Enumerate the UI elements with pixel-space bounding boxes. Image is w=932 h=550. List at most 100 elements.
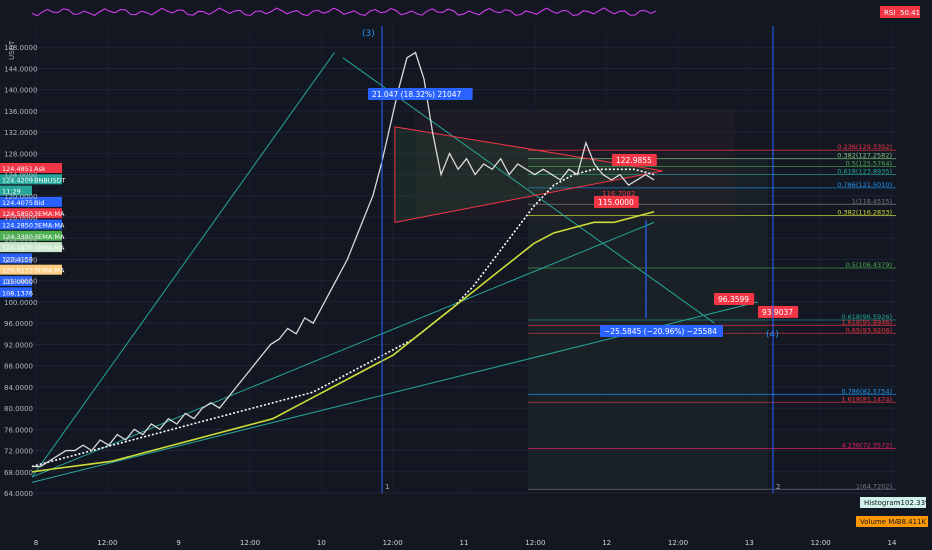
hidden-price-label: 116.7082	[602, 190, 635, 198]
fib-level-label: 0.65(93.9206)	[846, 326, 892, 334]
fib-level-label: 1.618(95.8946)	[841, 318, 892, 326]
price-tag-name: BNBUSDT	[34, 176, 66, 184]
fib-level-label: 0.786(121.5010)	[837, 181, 892, 189]
price-tag-bg	[0, 242, 62, 253]
trendline	[31, 221, 655, 478]
y-tick-label: 68.0000	[4, 469, 33, 477]
price-tag-name: 3EMA:MA	[34, 244, 65, 252]
fib-level-label: 0.382(116.2833)	[837, 208, 892, 216]
y-tick-label: 128.0000	[4, 150, 37, 158]
target-1-label-bg	[714, 293, 755, 305]
price-tag-value: 124.4075	[2, 199, 33, 207]
y-tick-label: 116.0000	[4, 214, 37, 222]
y-tick-label: 112.0000	[4, 235, 37, 243]
target-2-label: 93.9037	[762, 308, 793, 317]
rsi-badge	[880, 6, 920, 18]
price-tag-value: 120.6133	[2, 267, 33, 275]
price-tag-name: 3EMA:MA	[34, 267, 65, 275]
fib-level-label: 1(64.7202)	[856, 482, 892, 490]
price-tag-value: 124.1870	[2, 244, 33, 252]
y-tick-label: 64.0000	[4, 490, 33, 498]
x-tick-label: 12:00	[240, 539, 260, 547]
price-tag-name: Ask	[34, 165, 46, 173]
price-line	[32, 51, 655, 468]
target-2-label-bg	[758, 306, 799, 318]
price-tag-value: 122.4159	[2, 255, 33, 263]
current-price-label-bg	[612, 154, 657, 166]
price-tag-value: 115.0000	[2, 278, 33, 286]
fib-level-label: 1(118.4515)	[852, 197, 892, 205]
measure-down-label: −25.5845 (−20.96%) −25584	[604, 327, 717, 336]
fib-level-label: 0.786(82.5754)	[841, 387, 892, 395]
rsi-line	[31, 7, 657, 17]
y-tick-label: 148.0000	[4, 44, 37, 52]
triangle-pattern	[394, 126, 663, 223]
x-tick-label: 12:00	[383, 539, 403, 547]
price-tag-bg	[0, 253, 32, 264]
price-unit-label: USDT	[8, 40, 16, 60]
fib-level-label: 0.618(123.8935)	[837, 168, 892, 176]
fib-level-label: 4.236(72.3572)	[841, 441, 892, 449]
y-tick-label: 120.0000	[4, 193, 37, 201]
x-tick-label: 9	[176, 539, 180, 547]
support-label-bg	[594, 196, 639, 208]
x-tick-label: 10	[317, 539, 326, 547]
measure-up-label: 21.047 (18.32%) 21047	[372, 90, 462, 99]
axis-ticks: 64.0000 68.0000 72.0000 76.0000 80.0000 84.00…	[4, 44, 897, 547]
fib-levels: 0.236(129.3392)0.382(127.2582)0.5(125.57…	[528, 143, 896, 490]
y-tick-label: 80.0000	[4, 405, 33, 413]
volume-value: 38.411K	[897, 518, 926, 526]
x-tick-label: 12:00	[97, 539, 117, 547]
x-tick-label: 12	[602, 539, 611, 547]
price-tag-bg	[0, 196, 62, 207]
y-tick-label: 92.0000	[4, 341, 33, 349]
rsi-label: RSI	[884, 9, 895, 17]
fib-level-label: 0.5(125.5764)	[846, 160, 892, 168]
y-tick-label: 132.0000	[4, 129, 37, 137]
rsi-value: 50.41	[900, 9, 920, 17]
support-label: 115.0000	[598, 198, 634, 207]
annotations: (3) (4) 21.047 (18.32%) 21047 −25.5845 (−20…	[0, 26, 799, 493]
price-tag-name: 3EMA:MA	[34, 233, 65, 241]
fib-level-label: 0.618(96.5926)	[841, 313, 892, 321]
trendline	[342, 57, 715, 324]
price-tag-value: 124.3380	[2, 233, 33, 241]
moving-average-line	[31, 210, 655, 473]
rsi-panel	[32, 0, 896, 24]
price-tag-bg	[0, 219, 62, 230]
price-tag-bg	[0, 276, 32, 286]
y-tick-label: 76.0000	[4, 426, 33, 434]
fib-level-label: 0.236(129.3392)	[837, 143, 892, 151]
moving-averages	[31, 168, 655, 473]
price-tag-bg	[0, 287, 32, 298]
histogram-label: Histogram	[864, 499, 900, 507]
grid-lines	[32, 26, 896, 494]
price-tag-bg	[0, 185, 32, 196]
price-tag-bg	[0, 163, 62, 173]
price-tag-value: 124.2850	[2, 222, 33, 230]
price-tag-bg	[0, 174, 62, 185]
y-tick-label: 140.0000	[4, 87, 37, 95]
target-1-label: 96.3599	[718, 295, 749, 304]
price-tag-value: 124.5850	[2, 210, 33, 218]
price-tag-value: 108.1376	[2, 289, 33, 297]
price-tag-bg	[0, 230, 62, 241]
x-tick-label: 14	[888, 539, 897, 547]
price-tag-bg	[0, 208, 62, 219]
y-tick-label: 100.0000	[4, 299, 37, 307]
volume-badge	[856, 516, 928, 527]
x-tick-label: 11	[460, 539, 469, 547]
measure-down-label-bg	[600, 325, 723, 337]
histogram-badge	[860, 497, 926, 508]
price-tag-bg	[0, 264, 62, 275]
price-tag-value: 124.4851	[2, 165, 33, 173]
price-tag-value: 11:29	[2, 188, 21, 196]
y-tick-label: 136.0000	[4, 108, 37, 116]
cursor-top-label: 1	[385, 483, 389, 491]
y-tick-label: 88.0000	[4, 363, 33, 371]
fib-level-label: 0.5(106.4379)	[846, 261, 892, 269]
trendline	[31, 52, 335, 478]
histogram-value: -102.33%	[898, 499, 932, 507]
y-tick-label: 84.0000	[4, 384, 33, 392]
